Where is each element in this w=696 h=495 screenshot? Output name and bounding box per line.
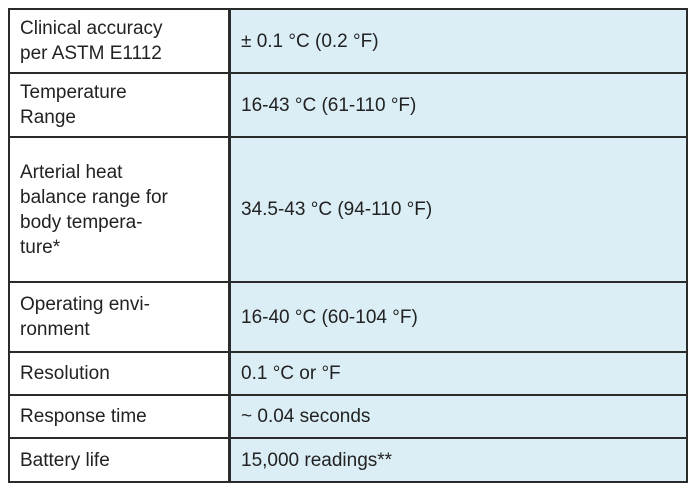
value-cell: ~ 0.04 seconds [229,394,687,438]
value-cell: 16-40 °C (60-104 °F) [229,281,687,352]
table-row: Response time ~ 0.04 seconds [9,394,687,438]
label-line: Response time [20,406,147,427]
label-cell: Response time [9,394,231,438]
label-line: Temperature [20,82,127,103]
table-row: Temperature Range 16-43 °C (61-110 °F) [9,72,687,137]
spec-table: Clinical accuracy per ASTM E1112 ± 0.1 °C … [8,8,688,483]
label-cell: Resolution [9,351,231,395]
value-cell: 0.1 °C or °F [229,351,687,395]
label-line: body tempera- [20,211,143,233]
label-line: Clinical accuracy [20,18,163,39]
label-line: Resolution [20,363,110,384]
label-cell: Clinical accuracy per ASTM E1112 [9,8,231,73]
label-line: ture* [20,236,61,258]
label-line: per ASTM E1112 [20,43,162,64]
label-line: Operating envi- [20,294,150,315]
label-cell: Battery life [9,437,231,482]
label-line: ronment [20,319,90,340]
table-row: Operating envi-ronment 16-40 °C (60-104 °… [9,281,687,352]
table-row: Clinical accuracy per ASTM E1112 ± 0.1 °C … [9,8,687,73]
value-cell: 16-43 °C (61-110 °F) [229,72,687,137]
label-cell: Operating envi-ronment [9,281,231,352]
label-cell: Arterial heat balance range for body tempe… [9,136,231,282]
label-line: Arterial heat [20,161,123,183]
value-cell: 15,000 readings** [229,437,687,482]
value-cell: 34.5-43 °C (94-110 °F) [229,136,687,282]
table-row: Battery life 15,000 readings** [9,437,687,482]
label-cell: Temperature Range [9,72,231,137]
value-cell: ± 0.1 °C (0.2 °F) [229,8,687,73]
label-line: balance range for [20,186,168,208]
label-line: Battery life [20,449,110,471]
table-row: Resolution 0.1 °C or °F [9,351,687,395]
label-line: Range [20,107,76,128]
table-row: Arterial heat balance range for body tempe… [9,136,687,282]
